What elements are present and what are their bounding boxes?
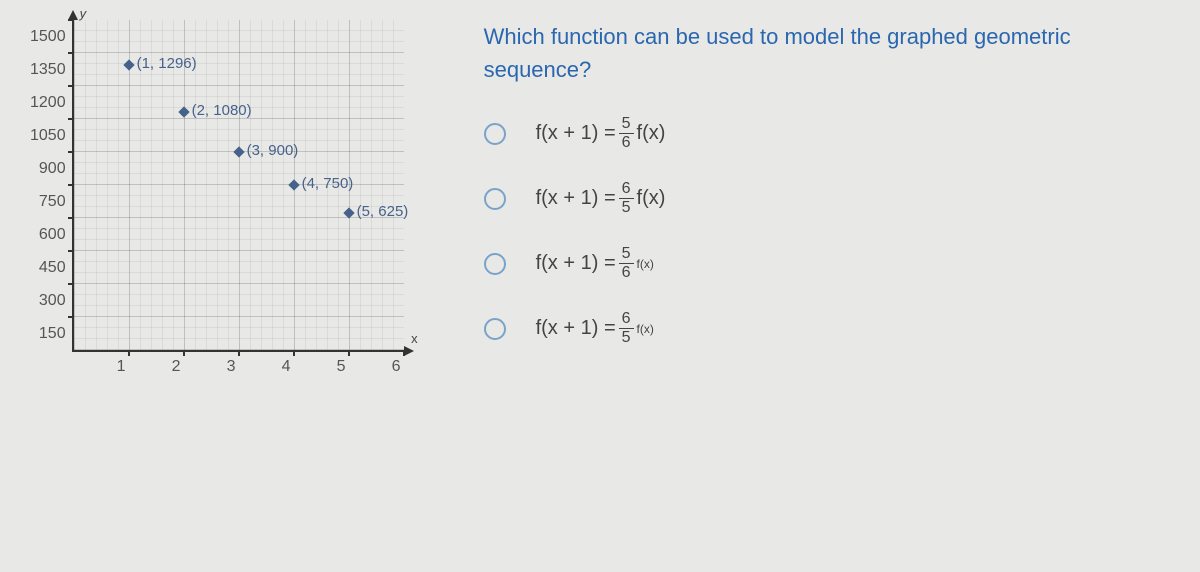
fraction: 6 5 [619,311,634,346]
option-expression: f(x + 1) = 5 6 f(x) [536,116,666,151]
option-rhs: f(x) [637,122,666,145]
fraction: 5 6 [619,116,634,151]
data-point [178,107,189,118]
question-text: Which function can be used to model the … [484,20,1170,86]
y-axis-labels: 1500 1350 1200 1050 900 750 600 450 300 … [30,20,66,376]
x-axis-labels: 1 2 3 4 5 6 [72,358,424,376]
data-point [288,179,299,190]
fraction-num: 6 [619,181,634,199]
fraction-num: 5 [619,246,634,264]
scatter-plot: y x (1, 1296)(2, 1080)(3, 900)(4, 750)(5… [72,20,404,352]
data-point-label: (4, 750) [302,175,354,192]
fraction-den: 6 [622,134,631,151]
x-tick-label: 2 [149,358,204,376]
option-expression: f(x + 1) = 6 5 f(x) [536,311,654,346]
y-tick-label: 150 [30,317,66,350]
data-point [343,207,354,218]
fraction-den: 6 [622,264,631,281]
radio-icon[interactable] [484,253,506,275]
option-rhs: f(x) [637,187,666,210]
option-lhs: f(x + 1) = [536,252,616,275]
data-point-label: (2, 1080) [192,102,252,119]
option-lhs: f(x + 1) = [536,317,616,340]
option-b[interactable]: f(x + 1) = 6 5 f(x) [484,181,1170,216]
y-tick-label: 450 [30,251,66,284]
y-tick-label: 750 [30,185,66,218]
y-tick-label: 1350 [30,53,66,86]
y-tick-label: 1500 [30,20,66,53]
option-lhs: f(x + 1) = [536,187,616,210]
fraction-den: 5 [622,329,631,346]
x-tick-label: 3 [204,358,259,376]
fraction-den: 5 [622,199,631,216]
option-expression: f(x + 1) = 5 6 f(x) [536,246,654,281]
option-a[interactable]: f(x + 1) = 5 6 f(x) [484,116,1170,151]
fraction-num: 6 [619,311,634,329]
y-axis-label: y [80,6,87,21]
option-d[interactable]: f(x + 1) = 6 5 f(x) [484,311,1170,346]
y-tick-label: 1200 [30,86,66,119]
data-point [123,59,134,70]
x-tick-label: 1 [94,358,149,376]
fraction-num: 5 [619,116,634,134]
x-tick-label: 6 [369,358,424,376]
data-point-label: (3, 900) [247,142,299,159]
x-tick-label: 4 [259,358,314,376]
chart-box: y x (1, 1296)(2, 1080)(3, 900)(4, 750)(5… [72,20,424,376]
fraction: 6 5 [619,181,634,216]
data-point-label: (5, 625) [357,203,409,220]
chart-column: 1500 1350 1200 1050 900 750 600 450 300 … [30,20,424,376]
y-tick-label: 900 [30,152,66,185]
question-column: Which function can be used to model the … [484,20,1170,376]
option-exponent: f(x) [637,322,654,336]
option-expression: f(x + 1) = 6 5 f(x) [536,181,666,216]
radio-icon[interactable] [484,318,506,340]
fraction: 5 6 [619,246,634,281]
x-axis-arrow [404,346,414,356]
y-tick-label: 300 [30,284,66,317]
data-point-label: (1, 1296) [137,55,197,72]
content-wrap: 1500 1350 1200 1050 900 750 600 450 300 … [30,20,1170,376]
radio-icon[interactable] [484,188,506,210]
radio-icon[interactable] [484,123,506,145]
option-c[interactable]: f(x + 1) = 5 6 f(x) [484,246,1170,281]
data-point [233,146,244,157]
y-tick-label: 1050 [30,119,66,152]
x-tick-label: 5 [314,358,369,376]
option-lhs: f(x + 1) = [536,122,616,145]
x-axis-label: x [411,331,418,346]
option-exponent: f(x) [637,257,654,271]
y-tick-label: 600 [30,218,66,251]
